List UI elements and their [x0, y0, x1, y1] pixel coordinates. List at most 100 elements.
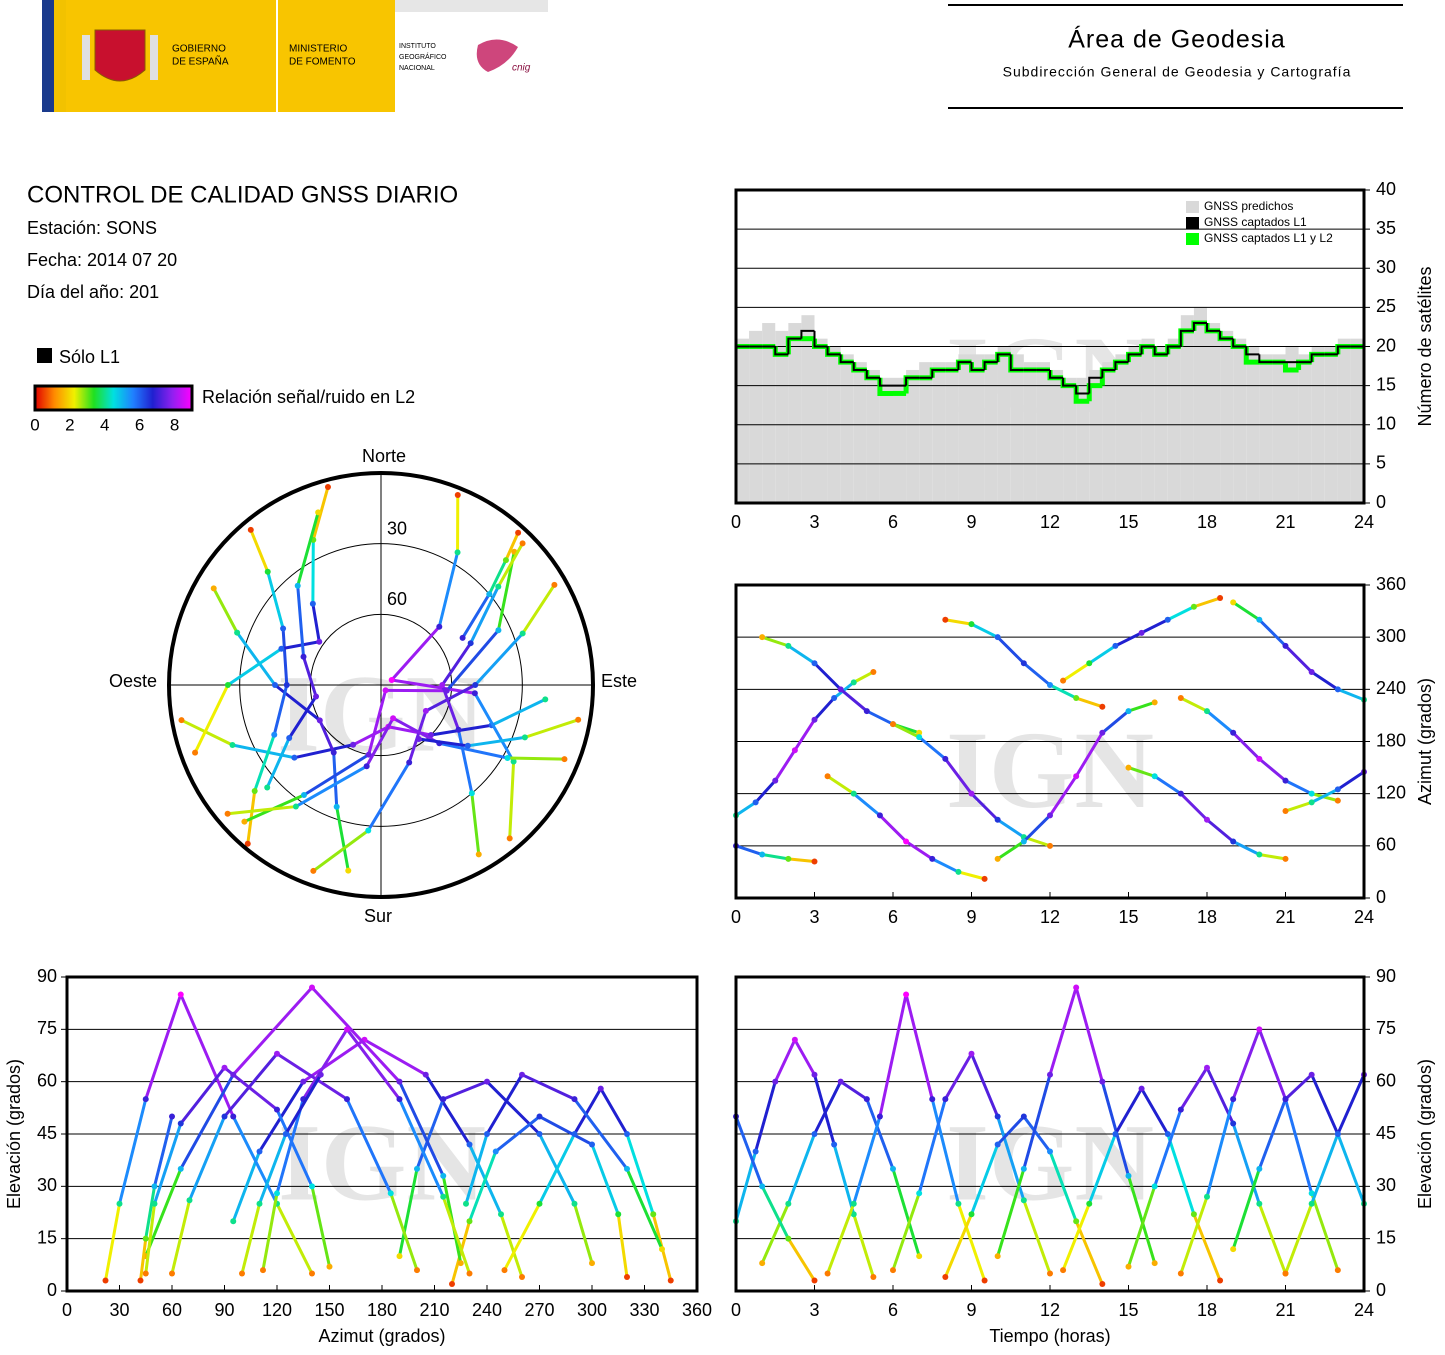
x-tick-label: 150 [314, 1300, 344, 1320]
track-point [260, 1267, 266, 1273]
track-point [230, 1114, 236, 1120]
y-tick-label: 360 [1376, 574, 1406, 594]
track-point [178, 717, 184, 723]
track-point [995, 1253, 1001, 1259]
track-point [1152, 773, 1158, 779]
track-point [1139, 1086, 1145, 1092]
track-point [222, 1065, 228, 1071]
track-point [1283, 778, 1289, 784]
track-point [955, 1201, 961, 1207]
track-point [825, 773, 831, 779]
track-point [759, 1183, 765, 1189]
track-point [1283, 643, 1289, 649]
colorbar-tick-label: 6 [135, 415, 144, 434]
legend-label: Sólo L1 [59, 347, 120, 367]
track-point [1021, 1114, 1027, 1120]
track-point [1309, 1201, 1315, 1207]
track-point [1086, 660, 1092, 666]
track-point [1178, 1271, 1184, 1277]
track-point [785, 643, 791, 649]
y-tick-label: 60 [1376, 835, 1396, 855]
track-point [1256, 617, 1262, 623]
y-tick-label: 5 [1376, 453, 1386, 473]
track-point [1060, 1267, 1066, 1273]
track-point [851, 1201, 857, 1207]
y-tick-label: 30 [37, 1175, 57, 1195]
track-point [423, 1072, 429, 1078]
logo-band [54, 0, 66, 112]
track-point [1309, 799, 1315, 805]
y-tick-label: 10 [1376, 414, 1396, 434]
legend-label: GNSS predichos [1204, 199, 1293, 213]
predicted-bar [1194, 307, 1207, 503]
logo-text: DE FOMENTO [289, 57, 356, 68]
track-point [463, 1201, 469, 1207]
track-point [522, 734, 528, 740]
x-tick-label: 30 [109, 1300, 129, 1320]
logo-text: DE ESPAÑA [172, 55, 229, 68]
track-point [1047, 1271, 1053, 1277]
track-point [331, 750, 337, 756]
track-point [225, 811, 231, 817]
track-point [234, 630, 240, 636]
track-point [315, 509, 321, 515]
track-point [1021, 1166, 1027, 1172]
x-tick-label: 300 [577, 1300, 607, 1320]
track-point [278, 646, 284, 652]
predicted-bar [1220, 331, 1233, 503]
track-point [785, 1236, 791, 1242]
y-tick-label: 75 [37, 1018, 57, 1038]
x-tick-label: 24 [1354, 512, 1374, 532]
track-point [1230, 730, 1236, 736]
track-point [469, 790, 475, 796]
track-point [283, 1131, 289, 1137]
pillar [82, 35, 90, 80]
track-point [1021, 660, 1027, 666]
track-point [561, 756, 567, 762]
y-tick-label: 90 [1376, 966, 1396, 986]
track-point [484, 1079, 490, 1085]
x-tick-label: 18 [1197, 907, 1217, 927]
track-point [1283, 1271, 1289, 1277]
ring-label: 60 [387, 589, 407, 609]
track-point [1230, 1096, 1236, 1102]
track-point [416, 736, 422, 742]
y-axis-label: Elevación (grados) [4, 1059, 24, 1209]
track-point [537, 1114, 543, 1120]
track-point [467, 1218, 473, 1224]
track-point [309, 984, 315, 990]
track-point [1204, 1065, 1210, 1071]
pillar [150, 35, 158, 80]
track-point [624, 1166, 630, 1172]
x-tick-label: 12 [1040, 1300, 1060, 1320]
track-point [995, 856, 1001, 862]
track-point [257, 1201, 263, 1207]
x-tick-label: 240 [472, 1300, 502, 1320]
track-point [1283, 808, 1289, 814]
date: Fecha: 2014 07 20 [27, 250, 177, 270]
track-point [456, 727, 462, 733]
predicted-bar [815, 339, 828, 503]
track-point [1283, 1096, 1289, 1102]
track-point [598, 1086, 604, 1092]
x-tick-label: 6 [888, 512, 898, 532]
y-tick-label: 240 [1376, 678, 1406, 698]
track-point [1060, 678, 1066, 684]
predicted-bar [749, 331, 762, 503]
track-point [187, 1197, 193, 1203]
track-point [265, 569, 271, 575]
y-tick-label: 35 [1376, 218, 1396, 238]
track-point [916, 1190, 922, 1196]
colorbar-label: Relación señal/ruido en L2 [202, 387, 415, 407]
track-point [812, 1278, 818, 1284]
track-point [286, 735, 292, 741]
track-point [1047, 1148, 1053, 1154]
track-point [449, 1281, 455, 1287]
track-point [1047, 1072, 1053, 1078]
track-point [230, 1218, 236, 1224]
track-point [192, 750, 198, 756]
legend-label: GNSS captados L1 y L2 [1204, 231, 1333, 245]
y-tick-label: 30 [1376, 257, 1396, 277]
x-tick-label: 60 [162, 1300, 182, 1320]
track-point [1309, 1072, 1315, 1078]
